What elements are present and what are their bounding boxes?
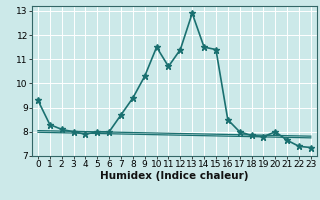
X-axis label: Humidex (Indice chaleur): Humidex (Indice chaleur) [100,171,249,181]
